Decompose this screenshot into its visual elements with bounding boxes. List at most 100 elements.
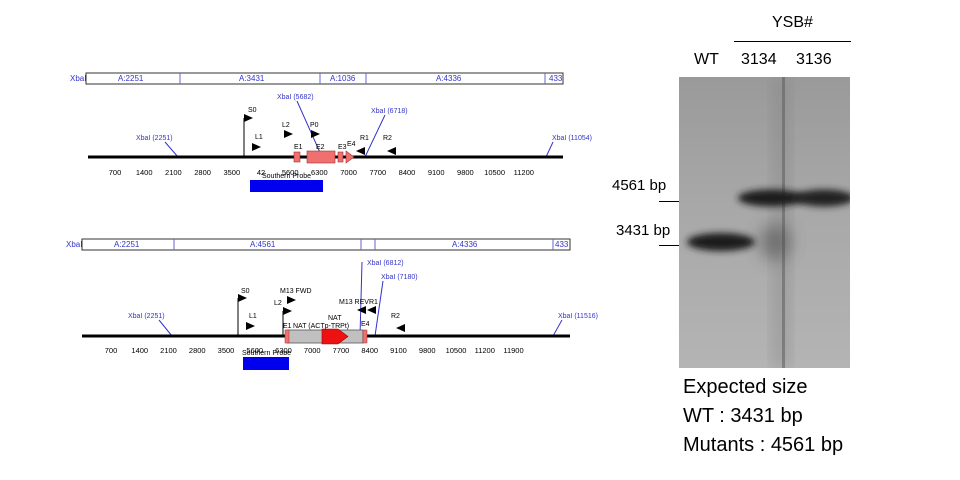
scale-tick-label: 7000: [340, 168, 357, 177]
scale-tick-label: 1400: [136, 168, 153, 177]
lane-label-wt: WT: [694, 51, 719, 68]
feature-label: E2: [316, 144, 325, 151]
svg-text:P0: P0: [310, 122, 319, 129]
scale-tick-label: 3500: [218, 346, 235, 355]
lane-label-3134: 3134: [741, 51, 777, 68]
fragment-label: 433: [549, 74, 563, 83]
xbai-site-label: XbaI (2251): [136, 135, 173, 142]
xbai-site-label: XbaI (11054): [552, 135, 592, 142]
xbai-site-label: XbaI (2251): [128, 313, 165, 320]
primer-r1: R1: [367, 299, 378, 314]
marker-tick-3431: [659, 245, 681, 246]
scale-tick-label: 11900: [503, 346, 523, 355]
fragment-label: A:4561: [250, 240, 276, 249]
xbai-site-leader: [164, 141, 179, 158]
exon-e1: [284, 329, 290, 344]
scale-tick-label: 700: [109, 168, 122, 177]
xbai-label-top: XbaI: [70, 74, 86, 83]
exon-e4: [362, 329, 368, 344]
marker-3431: 3431 bp: [616, 222, 671, 239]
scale-tick-label: 1400: [131, 346, 148, 355]
primer-l2: L2: [282, 122, 293, 138]
fragment-label: 433: [555, 240, 569, 249]
cassette-label: NAT (ACTp-TRPt): [293, 323, 349, 330]
scale-tick-label: 9100: [390, 346, 407, 355]
svg-text:R2: R2: [391, 313, 400, 320]
scale-tick-label: 7000: [304, 346, 321, 355]
xbai-site-label: XbaI (7180): [381, 274, 418, 281]
xbai-site-label: XbaI (11516): [558, 313, 598, 320]
primer-m13-fwd: M13 FWD: [280, 288, 312, 304]
feature-label: E1: [283, 323, 292, 330]
xbai-site-leader: [296, 100, 323, 158]
southern-blot-panel: YSB# WT 3134 3136 4561 bp 3431 bp Expect…: [600, 0, 960, 480]
xbai-site-leader: [359, 261, 363, 337]
primer-l2: L2: [274, 300, 292, 336]
svg-text:S0: S0: [241, 288, 250, 295]
scale-tick-label: 10500: [446, 346, 467, 355]
fragment-label: A:4336: [436, 74, 462, 83]
fragment-label: A:3431: [239, 74, 265, 83]
nat-marker-arrow: [321, 328, 349, 345]
exon-e1: [293, 151, 301, 163]
scale-tick-label: 2100: [160, 346, 177, 355]
primer-s0: S0: [237, 288, 250, 336]
fragment-label: A:4336: [452, 240, 478, 249]
scale-tick-label: 8400: [361, 346, 378, 355]
scale-tick-label: 11200: [514, 168, 534, 177]
band-3134-4561: [738, 189, 804, 207]
scale-tick-label: 5600: [246, 346, 263, 355]
feature-label: E3: [338, 144, 347, 151]
scale-tick-label: 2800: [194, 168, 211, 177]
ysb-group-label: YSB#: [772, 14, 813, 31]
primer-l1: L1: [252, 134, 263, 151]
lane-label-3136: 3136: [796, 51, 832, 68]
scale-ticks-bottom: 700 1400 2100 2800 3500 5600 6300 7000 7700 8400 9…: [105, 346, 524, 355]
scale-tick-label: 42: [257, 168, 265, 177]
primer-r1: R1: [356, 135, 369, 155]
marker-4561: 4561 bp: [612, 177, 667, 194]
scale-tick-label: 6300: [311, 168, 328, 177]
svg-text:R1: R1: [360, 135, 369, 142]
feature-label: E4: [347, 141, 356, 148]
xbai-site-leader: [158, 319, 173, 337]
band-wt-3431: [687, 233, 755, 251]
fragment-bar-bottom: [81, 238, 571, 251]
feature-label: NAT: [328, 315, 342, 322]
lane-divider: [782, 77, 785, 368]
scale-tick-label: 7700: [333, 346, 350, 355]
primer-m13-rev: M13 REV: [339, 299, 369, 314]
fragment-bar-top: [85, 72, 564, 85]
svg-text:M13 FWD: M13 FWD: [280, 288, 312, 295]
svg-text:R2: R2: [383, 135, 392, 142]
scale-tick-label: 9100: [428, 168, 445, 177]
scale-tick-label: 11200: [475, 346, 495, 355]
svg-text:L1: L1: [249, 313, 257, 320]
xbai-site-label: XbaI (5682): [277, 94, 314, 101]
xbai-site-leader: [545, 141, 554, 158]
scale-tick-label: 9800: [457, 168, 474, 177]
probe-label: Southern Probe: [242, 350, 291, 357]
marker-tick-4561: [659, 201, 681, 202]
exon-e2: [306, 150, 336, 164]
group-underline: [734, 41, 851, 42]
map-mutant: XbaI A:2251 A:4561 A:4336 433 XbaI (2251…: [66, 238, 598, 370]
primer-l1: L1: [246, 313, 257, 330]
scale-tick-label: 700: [105, 346, 118, 355]
exon-e4: [345, 150, 355, 164]
lane-smear: [774, 77, 788, 368]
xbai-site-label: XbaI (6812): [367, 260, 404, 267]
scale-tick-label: 5600: [282, 168, 299, 177]
svg-text:S0: S0: [248, 107, 257, 114]
svg-text:L2: L2: [274, 300, 282, 307]
primer-s0: S0: [243, 107, 257, 157]
svg-text:L1: L1: [255, 134, 263, 141]
scale-tick-label: 7700: [369, 168, 386, 177]
expected-size-wt: WT : 3431 bp: [683, 405, 803, 427]
expected-size-title: Expected size: [683, 376, 808, 398]
scale-tick-label: 6300: [275, 346, 292, 355]
xbai-site-leader: [552, 319, 563, 337]
band-3136-4561: [794, 189, 850, 207]
scale-ticks-top: 700 1400 2100 2800 3500 42 5600 6300 7000 7700 840…: [109, 168, 534, 177]
southern-probe-top: [250, 180, 323, 192]
